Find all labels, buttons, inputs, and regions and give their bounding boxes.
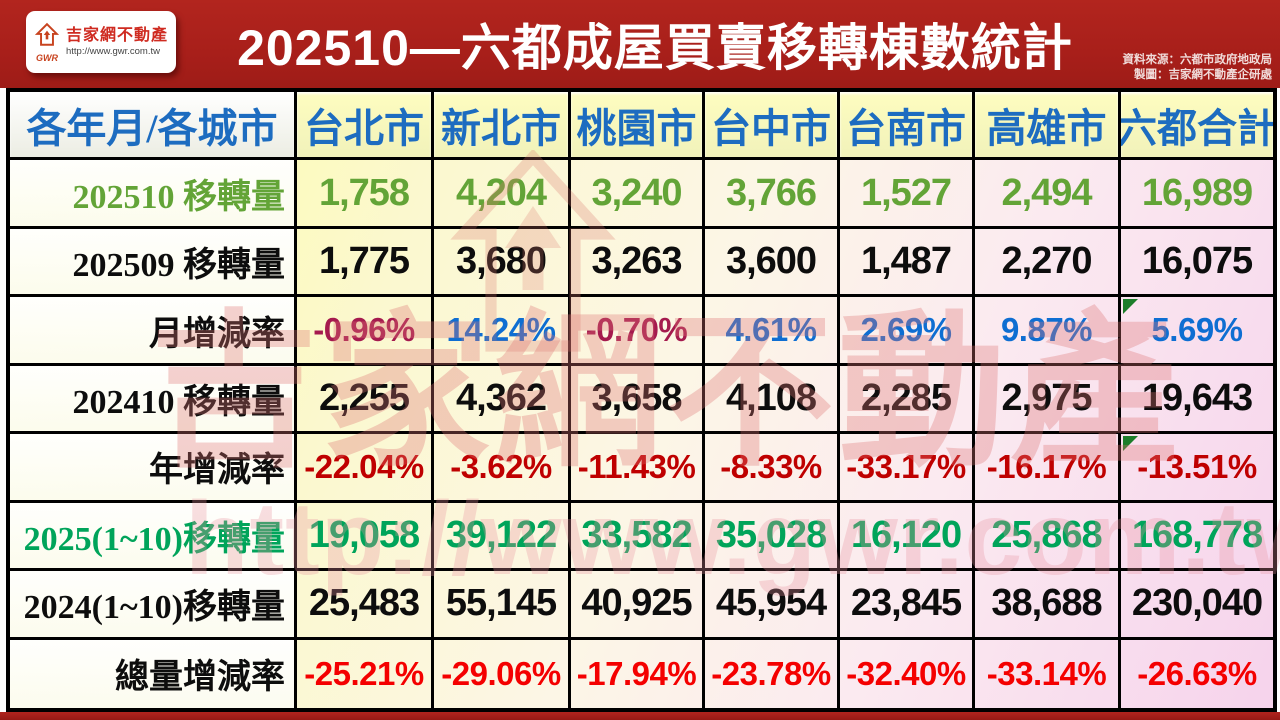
column-header: 桃園市 xyxy=(571,92,705,161)
value-cell: 1,775 xyxy=(297,228,434,298)
value-cell: 55,145 xyxy=(434,571,571,640)
value-cell: 45,954 xyxy=(705,571,840,640)
value-cell: -3.62% xyxy=(434,434,571,503)
corner-header: 各年月/各城市 xyxy=(10,92,297,161)
page-title: 202510—六都成屋買賣移轉棟數統計 xyxy=(237,20,1073,76)
value-cell: 23,845 xyxy=(840,571,975,640)
value-cell: 1,487 xyxy=(840,228,975,298)
value-cell: -22.04% xyxy=(297,434,434,503)
value-cell: 40,925 xyxy=(571,571,705,640)
value-cell: 9.87% xyxy=(975,297,1121,366)
bottom-bar xyxy=(0,712,1280,720)
row-label: 202510 移轉量 xyxy=(10,160,297,229)
value-cell: 25,483 xyxy=(297,571,434,640)
value-cell: -26.63% xyxy=(1137,654,1257,692)
stats-table: 各年月/各城市 台北市 新北市 桃園市 台中市 台南市 高雄市 六都合計 202510 移轉量 1… xyxy=(6,88,1277,712)
value-cell: -0.70% xyxy=(571,297,705,366)
column-header: 台北市 xyxy=(297,92,434,161)
value-cell: 19,058 xyxy=(297,502,434,572)
logo: GWR 吉家網不動產 http://www.gwr.com.tw xyxy=(26,11,176,73)
value-cell: 1,758 xyxy=(297,160,434,229)
row-label: 202410 移轉量 xyxy=(10,365,297,435)
logo-house-icon xyxy=(34,22,60,52)
source-line-2: 製圖：吉家網不動產企研處 xyxy=(1134,69,1272,82)
column-header: 台中市 xyxy=(705,92,840,161)
value-cell: 3,263 xyxy=(571,228,705,298)
header-bar: GWR 吉家網不動產 http://www.gwr.com.tw 202510—… xyxy=(0,0,1280,88)
value-cell: -16.17% xyxy=(975,434,1121,503)
row-label: 202509 移轉量 xyxy=(10,228,297,298)
value-cell: 19,643 xyxy=(1121,366,1273,435)
value-cell: 5.69% xyxy=(1121,297,1273,366)
cell-note-marker xyxy=(1123,436,1138,452)
value-cell: 16,120 xyxy=(840,502,975,572)
row-label: 月增減率 xyxy=(10,297,297,366)
value-cell: 4.61% xyxy=(705,297,840,366)
value-cell: -0.96% xyxy=(297,297,434,366)
value-cell: 2.69% xyxy=(840,297,975,366)
value-cell: 3,680 xyxy=(434,228,571,298)
value-cell: -25.21% xyxy=(297,639,434,708)
value-cell: 2,255 xyxy=(297,365,434,435)
value-cell: -33.17% xyxy=(840,434,975,503)
value-cell: 3,600 xyxy=(705,228,840,298)
value-cell: 4,362 xyxy=(434,365,571,435)
value-cell: -17.94% xyxy=(571,639,705,708)
value-cell: 16,075 xyxy=(1121,229,1273,298)
column-header: 台南市 xyxy=(840,92,975,161)
value-cell: 33,582 xyxy=(571,502,705,572)
value-cell: -8.33% xyxy=(705,434,840,503)
value-cell: 39,122 xyxy=(434,502,571,572)
logo-brand-text: 吉家網不動產 xyxy=(66,27,169,45)
value-cell: 1,527 xyxy=(840,160,975,229)
value-cell: 3,658 xyxy=(571,365,705,435)
value-cell: -23.78% xyxy=(705,639,840,708)
row-label: 2024(1~10)移轉量 xyxy=(10,571,297,640)
value-cell: 25,868 xyxy=(975,502,1121,572)
value-cell: 230,040 xyxy=(1121,571,1273,640)
value-cell: 3,240 xyxy=(571,160,705,229)
value-cell: -13.51% xyxy=(1121,434,1273,503)
value-cell: 2,270 xyxy=(975,228,1121,298)
value-cell: 38,688 xyxy=(975,571,1121,640)
value-cell: -11.43% xyxy=(571,434,705,503)
value-cell: -29.06% xyxy=(434,639,571,708)
source-line-1: 資料來源：六都市政府地政局 xyxy=(1122,54,1273,67)
value-cell: 4,204 xyxy=(434,160,571,229)
column-header: 高雄市 xyxy=(975,92,1121,161)
column-header: 六都合計 xyxy=(1121,92,1273,161)
value-cell: 2,285 xyxy=(840,365,975,435)
value-cell: 2,975 xyxy=(975,365,1121,435)
value-cell: 16,989 xyxy=(1121,160,1273,229)
value-cell: 3,766 xyxy=(705,160,840,229)
row-label: 總量增減率 xyxy=(10,639,297,708)
cell-note-marker xyxy=(1123,299,1138,315)
value-cell: 4,108 xyxy=(705,365,840,435)
row-label: 2025(1~10)移轉量 xyxy=(10,502,297,572)
data-grid: 各年月/各城市 台北市 新北市 桃園市 台中市 台南市 高雄市 六都合計 202510 移轉量 1… xyxy=(10,92,1273,708)
logo-gwr-text: GWR xyxy=(36,52,58,63)
value-cell: 14.24% xyxy=(434,297,571,366)
value-cell: -32.40% xyxy=(840,639,975,708)
value-cell: -33.14% xyxy=(975,639,1121,708)
source-note: 資料來源：六都市政府地政局 製圖：吉家網不動產企研處 xyxy=(1123,53,1273,83)
row-label: 年增減率 xyxy=(10,434,297,503)
logo-url-text: http://www.gwr.com.tw xyxy=(66,46,160,58)
column-header: 新北市 xyxy=(434,92,571,161)
value-cell: 35,028 xyxy=(705,502,840,572)
value-cell: 168,778 xyxy=(1121,503,1273,572)
value-cell: 2,494 xyxy=(975,160,1121,229)
